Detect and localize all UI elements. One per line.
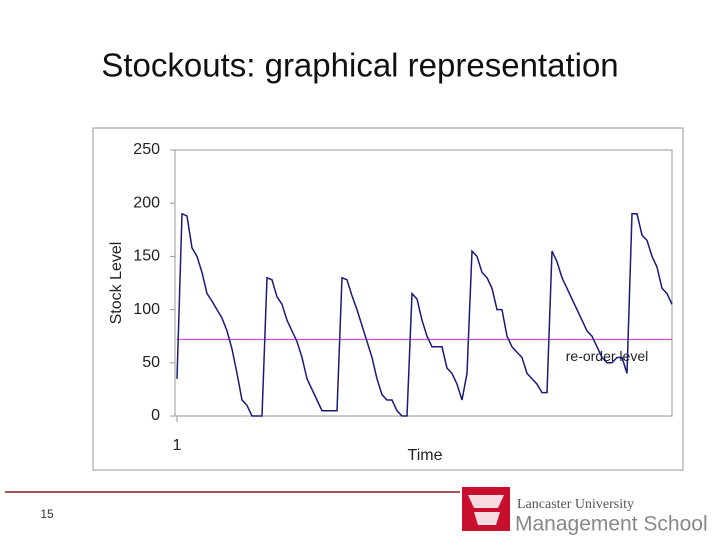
slide-title: Stockouts: graphical representation xyxy=(101,47,618,84)
logo-emblem xyxy=(468,495,504,525)
y-tick-label: 250 xyxy=(133,141,160,158)
page-number: 15 xyxy=(40,507,54,521)
x-tick-label: 1 xyxy=(173,437,182,454)
x-axis-label: Time xyxy=(408,447,443,464)
logo-line1: Lancaster University xyxy=(517,497,634,512)
y-tick-label: 100 xyxy=(133,301,160,318)
y-tick-label: 150 xyxy=(133,248,160,265)
reorder-label: re-order level xyxy=(566,348,648,364)
y-tick-label: 200 xyxy=(133,194,160,211)
y-tick-label: 0 xyxy=(151,407,160,424)
y-axis-label: Stock Level xyxy=(108,242,125,325)
logo: Lancaster University Management School xyxy=(462,487,708,536)
logo-line2: Management School xyxy=(515,513,708,536)
y-tick-label: 50 xyxy=(142,354,160,371)
plot-area xyxy=(174,149,673,417)
stock-line xyxy=(176,212,673,417)
